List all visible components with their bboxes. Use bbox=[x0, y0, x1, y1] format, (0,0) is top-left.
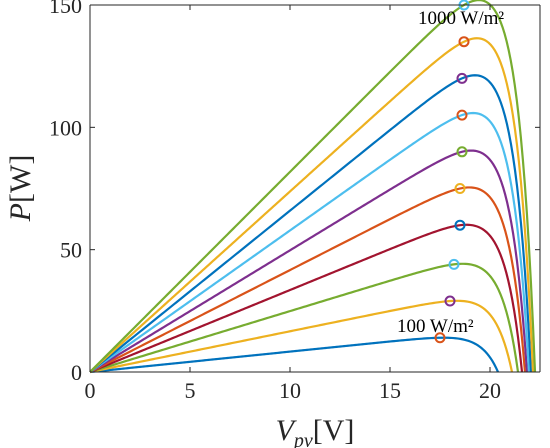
axes-layer bbox=[89, 4, 541, 373]
x-tick-label: 20 bbox=[479, 378, 501, 403]
x-tick-label: 5 bbox=[185, 378, 196, 403]
x-axis-label-sub: pv bbox=[292, 430, 313, 448]
mpp-marker bbox=[458, 36, 470, 48]
y-axis-label-main: P bbox=[4, 203, 37, 222]
pv-curve bbox=[89, 262, 520, 374]
mpp-marker bbox=[448, 258, 460, 270]
annotation-100: 100 W/m² bbox=[397, 316, 474, 337]
mpp-marker bbox=[434, 332, 446, 344]
mpp-marker bbox=[454, 219, 466, 231]
x-axis-label-main: V bbox=[276, 414, 298, 447]
y-tick-label: 50 bbox=[60, 238, 82, 263]
pv-curve bbox=[89, 299, 514, 374]
y-tick-label: 150 bbox=[49, 0, 82, 18]
annotation-1000: 1000 W/m² bbox=[418, 8, 504, 29]
pv-curve bbox=[89, 186, 527, 373]
x-tick-label: 15 bbox=[379, 378, 401, 403]
x-axis-label-unit: [V] bbox=[313, 414, 355, 447]
x-axis-label: Vpv[V] bbox=[276, 414, 355, 448]
mpp-markers-layer bbox=[434, 0, 470, 344]
mpp-marker bbox=[456, 146, 468, 158]
tick-labels-layer: 0 5 10 15 20 0 50 100 150 bbox=[49, 0, 501, 403]
y-axis-label: P[W] bbox=[4, 155, 37, 223]
y-axis-label-unit: [W] bbox=[4, 155, 37, 203]
mpp-marker bbox=[456, 109, 468, 121]
y-tick-label: 0 bbox=[71, 360, 82, 385]
pv-curve bbox=[89, 336, 500, 374]
x-tick-label: 10 bbox=[279, 378, 301, 403]
pv-curve bbox=[89, 223, 524, 374]
mpp-marker bbox=[444, 295, 456, 307]
mpp-marker bbox=[454, 183, 466, 194]
y-tick-label: 100 bbox=[49, 115, 82, 140]
x-tick-label: 0 bbox=[85, 378, 96, 403]
pv-curve bbox=[89, 149, 529, 373]
mpp-marker bbox=[456, 72, 468, 84]
pv-curve bbox=[89, 111, 531, 373]
